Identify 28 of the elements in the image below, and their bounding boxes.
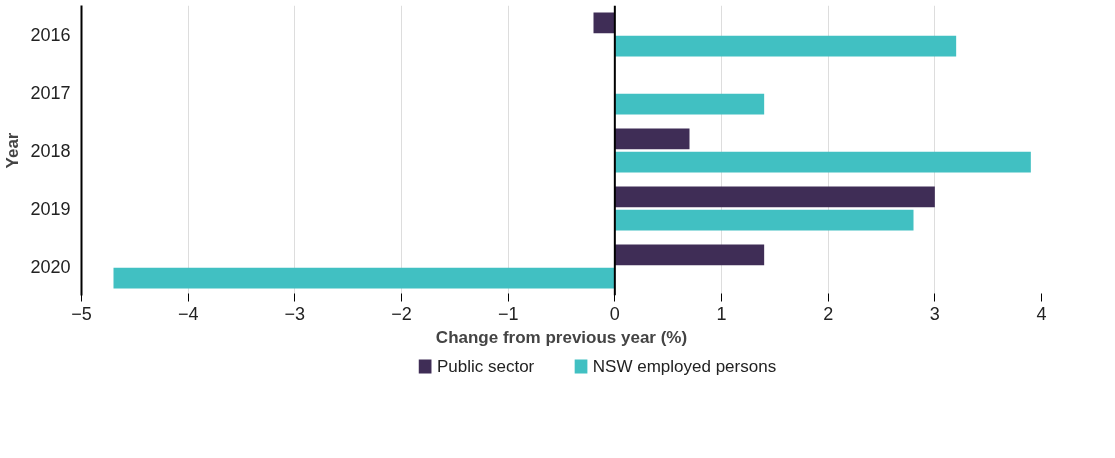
bar: [614, 209, 914, 231]
x-tick-label: 1: [716, 303, 727, 324]
bar: [614, 244, 765, 266]
legend-label: Public sector: [436, 357, 535, 376]
y-tick-label: 2020: [30, 257, 71, 277]
y-tick-label: 2016: [30, 25, 71, 45]
bar: [614, 93, 765, 115]
x-tick-label: 3: [929, 303, 940, 324]
bar: [113, 267, 615, 289]
x-tick-label: 0: [609, 303, 620, 324]
bar: [614, 35, 957, 57]
x-axis-title: Change from previous year (%): [435, 327, 688, 347]
bar: [614, 151, 1031, 173]
y-tick-label: 2017: [30, 83, 71, 103]
bar: [593, 12, 615, 34]
x-tick-label: 2: [823, 303, 834, 324]
x-tick-label: 4: [1036, 303, 1047, 324]
y-axis-title: Year: [3, 132, 23, 169]
x-tick-label: −2: [391, 303, 412, 324]
x-tick-label: −4: [177, 303, 199, 324]
y-tick-label: 2019: [30, 199, 71, 219]
bar: [614, 186, 935, 208]
x-tick-label: −3: [284, 303, 306, 324]
bar: [614, 128, 690, 150]
y-tick-label: 2018: [30, 141, 71, 161]
x-tick-label: −1: [497, 303, 519, 324]
x-tick-label: −5: [71, 303, 92, 324]
legend-label: NSW employed persons: [592, 357, 777, 376]
